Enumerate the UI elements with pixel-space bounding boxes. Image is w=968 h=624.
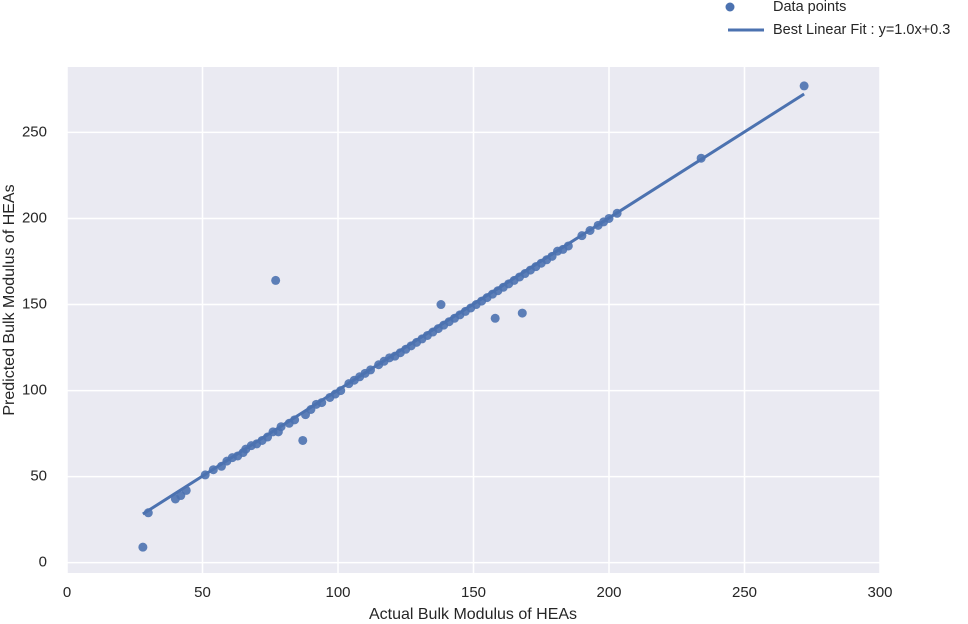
legend-label: Best Linear Fit : y=1.0x+0.3 [773,22,950,38]
fit-line [142,92,805,516]
x-tick-label: 100 [325,584,350,601]
x-tick-label: 0 [63,584,71,601]
y-tick-label: 100 [22,382,47,399]
x-tick-label: 50 [194,584,211,601]
data-point [517,308,527,318]
legend-label: Data points [773,0,846,15]
data-point [271,275,281,285]
x-axis-label: Actual Bulk Modulus of HEAs [369,606,577,623]
y-tick-label: 250 [22,123,47,140]
x-tick-label: 150 [461,584,486,601]
data-point [298,435,308,445]
marks [138,81,809,552]
x-tick-label: 250 [732,584,757,601]
data-point [436,300,446,310]
y-tick-label: 150 [22,295,47,312]
x-tick-label: 200 [596,584,621,601]
y-tick-label: 0 [39,554,47,571]
legend-marker [725,2,735,12]
y-axis-label: Predicted Bulk Modulus of HEAs [1,184,18,415]
y-tick-label: 200 [22,209,47,226]
data-point [799,81,809,91]
y-tick-label: 50 [30,468,47,485]
data-point [138,542,148,552]
x-tick-label: 300 [867,584,892,601]
data-point [490,313,500,323]
